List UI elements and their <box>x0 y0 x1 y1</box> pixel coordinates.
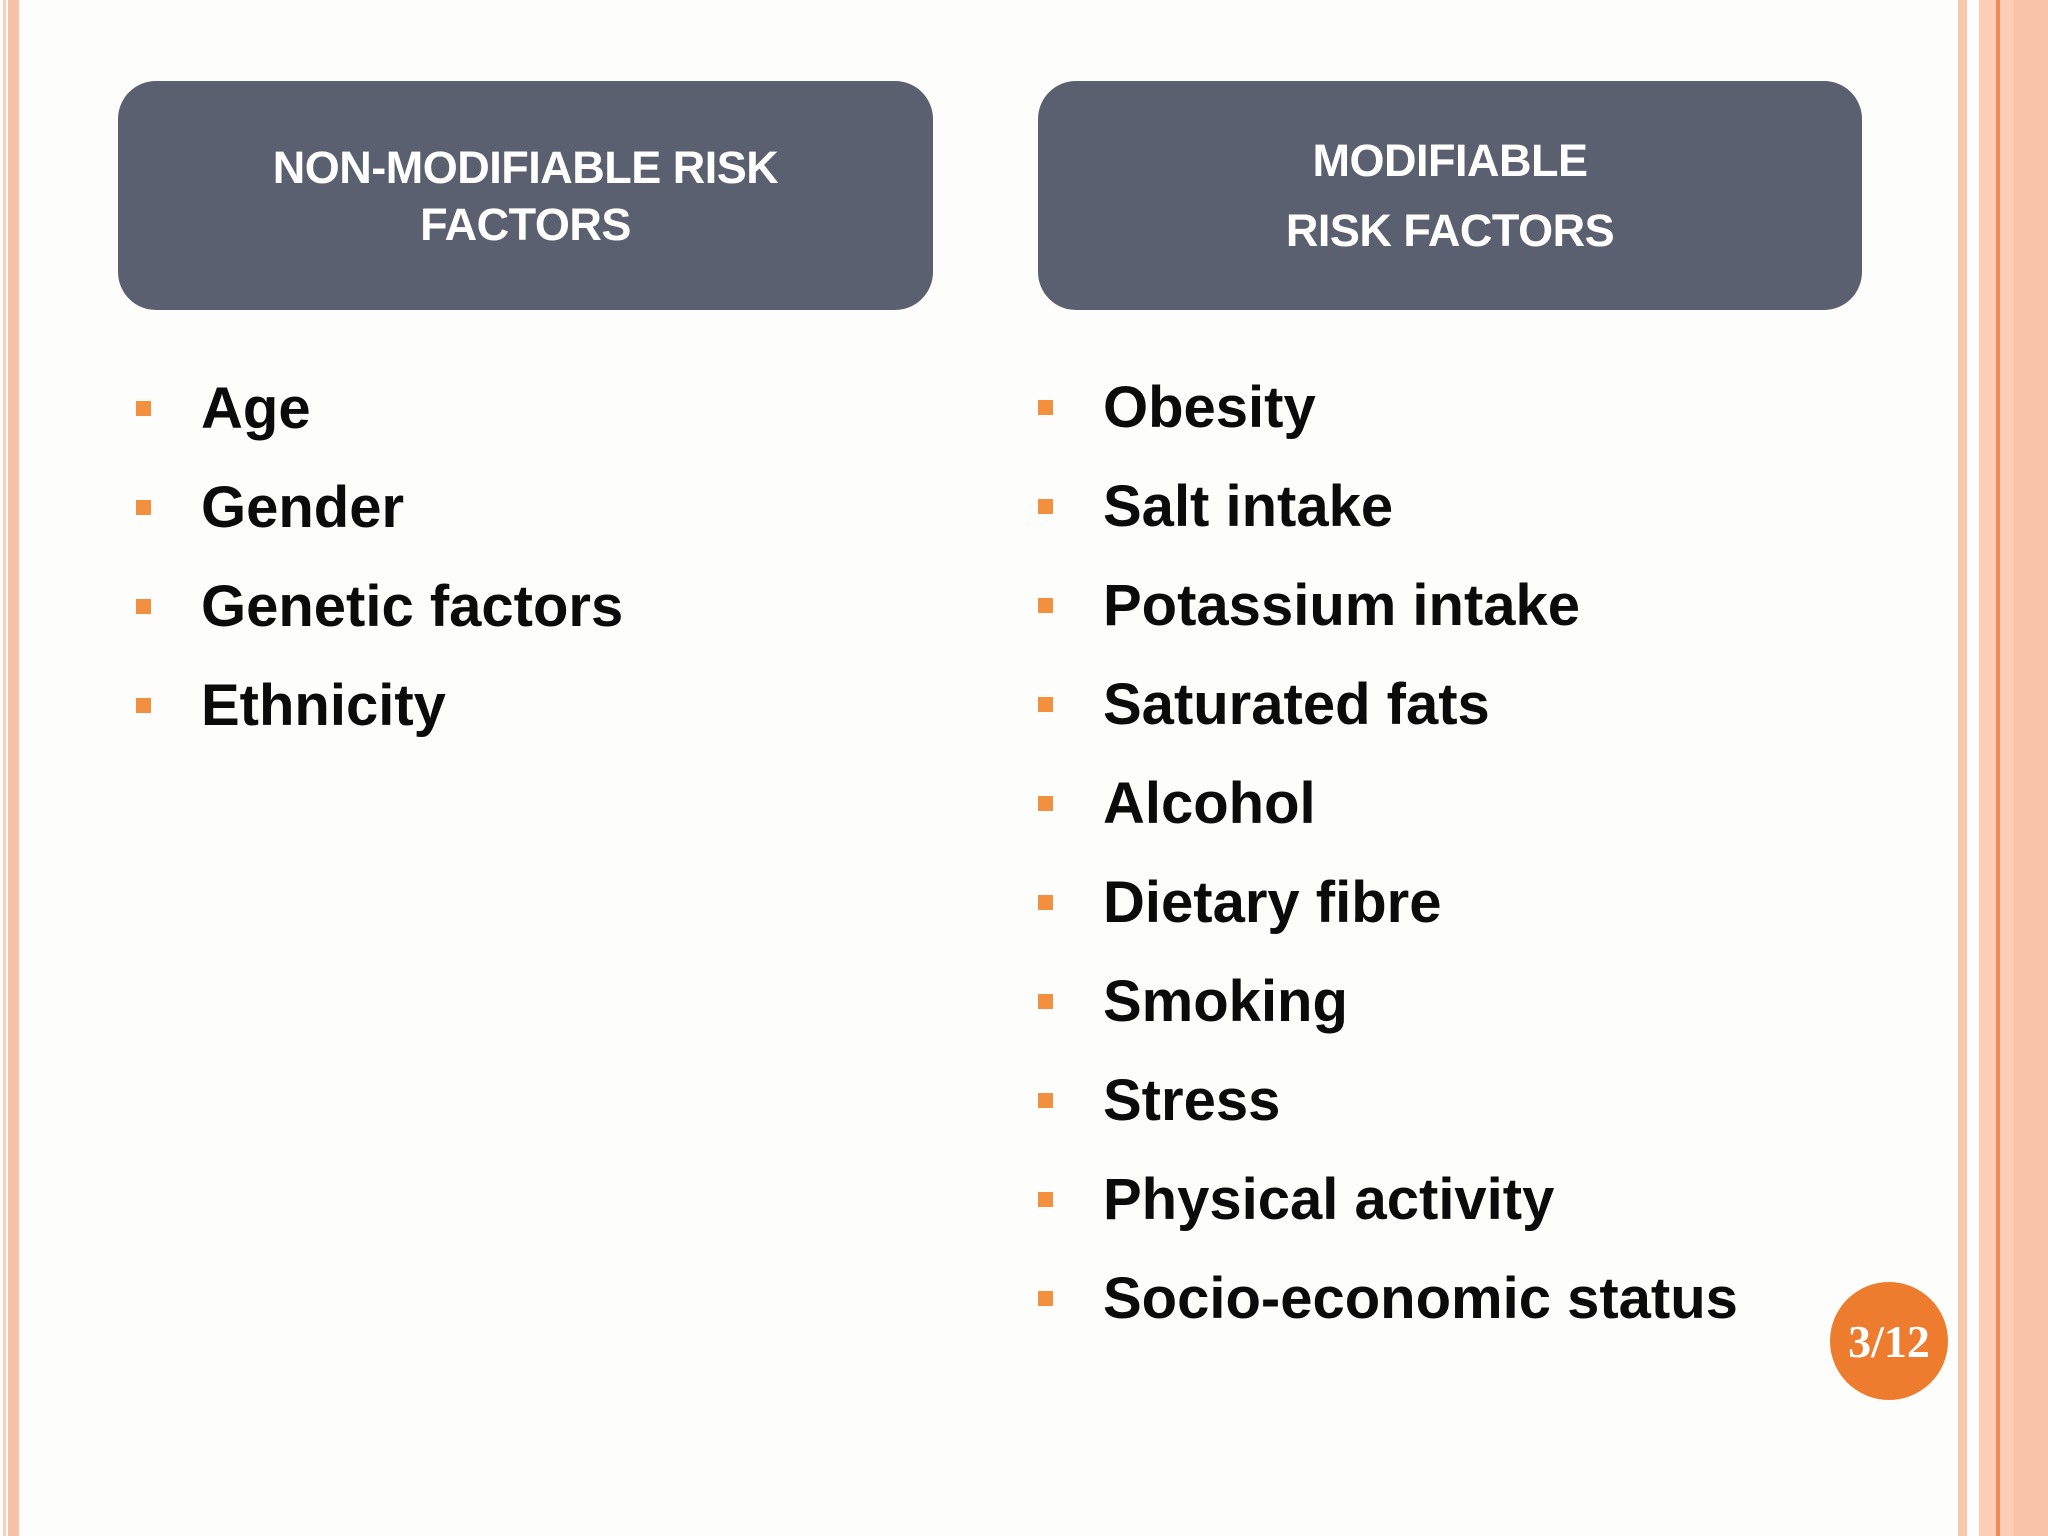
list-item: Genetic factors <box>136 557 623 656</box>
non-modifiable-header-box: NON-MODIFIABLE RISK FACTORS <box>118 81 933 310</box>
left-edge-stripe-wide <box>8 0 19 1536</box>
list-item-label: Age <box>201 376 311 441</box>
bullet-square-icon <box>1038 499 1053 514</box>
non-modifiable-list: Age Gender Genetic factors Ethnicity <box>136 359 623 755</box>
list-item-label: Salt intake <box>1103 474 1394 539</box>
list-item-label: Socio-economic status <box>1103 1266 1738 1331</box>
list-item-label: Saturated fats <box>1103 672 1490 737</box>
list-item-label: Ethnicity <box>201 673 446 738</box>
non-modifiable-header-line1: NON-MODIFIABLE RISK <box>272 141 779 193</box>
list-item-label: Stress <box>1103 1068 1281 1133</box>
list-item: Obesity <box>1038 358 1738 457</box>
left-edge-stripe-thin <box>3 0 6 1536</box>
page-number-label: 3/12 <box>1848 1315 1930 1367</box>
page-number-badge: 3/12 <box>1830 1282 1948 1400</box>
bullet-square-icon <box>136 500 151 515</box>
list-item: Potassium intake <box>1038 556 1738 655</box>
bullet-square-icon <box>136 599 151 614</box>
list-item: Dietary fibre <box>1038 853 1738 952</box>
bullet-square-icon <box>1038 1093 1053 1108</box>
list-item-label: Potassium intake <box>1103 573 1581 638</box>
list-item-label: Smoking <box>1103 969 1348 1034</box>
list-item: Gender <box>136 458 623 557</box>
modifiable-header-line2: RISK FACTORS <box>1285 204 1615 256</box>
list-item-label: Genetic factors <box>201 574 624 639</box>
bullet-square-icon <box>1038 598 1053 613</box>
bullet-square-icon <box>1038 697 1053 712</box>
bullet-square-icon <box>1038 1291 1053 1306</box>
list-item: Ethnicity <box>136 656 623 755</box>
bullet-square-icon <box>1038 1192 1053 1207</box>
right-edge-accent-line <box>1996 0 2000 1536</box>
bullet-square-icon <box>136 401 151 416</box>
modifiable-header-box: MODIFIABLE RISK FACTORS <box>1038 81 1862 310</box>
modifiable-header-line1: MODIFIABLE <box>1312 134 1588 186</box>
list-item: Socio-economic status <box>1038 1249 1738 1348</box>
list-item: Stress <box>1038 1051 1738 1150</box>
list-item: Saturated fats <box>1038 655 1738 754</box>
list-item: Alcohol <box>1038 754 1738 853</box>
right-edge-stripe-thin <box>1958 0 1967 1536</box>
bullet-square-icon <box>1038 796 1053 811</box>
list-item-label: Obesity <box>1103 375 1316 440</box>
list-item-label: Gender <box>201 475 405 540</box>
list-item-label: Physical activity <box>1103 1167 1555 1232</box>
list-item: Age <box>136 359 623 458</box>
list-item: Physical activity <box>1038 1150 1738 1249</box>
list-item: Smoking <box>1038 952 1738 1051</box>
list-item-label: Alcohol <box>1103 771 1316 836</box>
modifiable-list: Obesity Salt intake Potassium intake Sat… <box>1038 358 1738 1348</box>
right-edge-stripe-dark <box>2014 0 2048 1536</box>
bullet-square-icon <box>1038 994 1053 1009</box>
bullet-square-icon <box>1038 400 1053 415</box>
non-modifiable-header-line2: FACTORS <box>420 198 631 250</box>
list-item-label: Dietary fibre <box>1103 870 1442 935</box>
bullet-square-icon <box>136 698 151 713</box>
bullet-square-icon <box>1038 895 1053 910</box>
list-item: Salt intake <box>1038 457 1738 556</box>
